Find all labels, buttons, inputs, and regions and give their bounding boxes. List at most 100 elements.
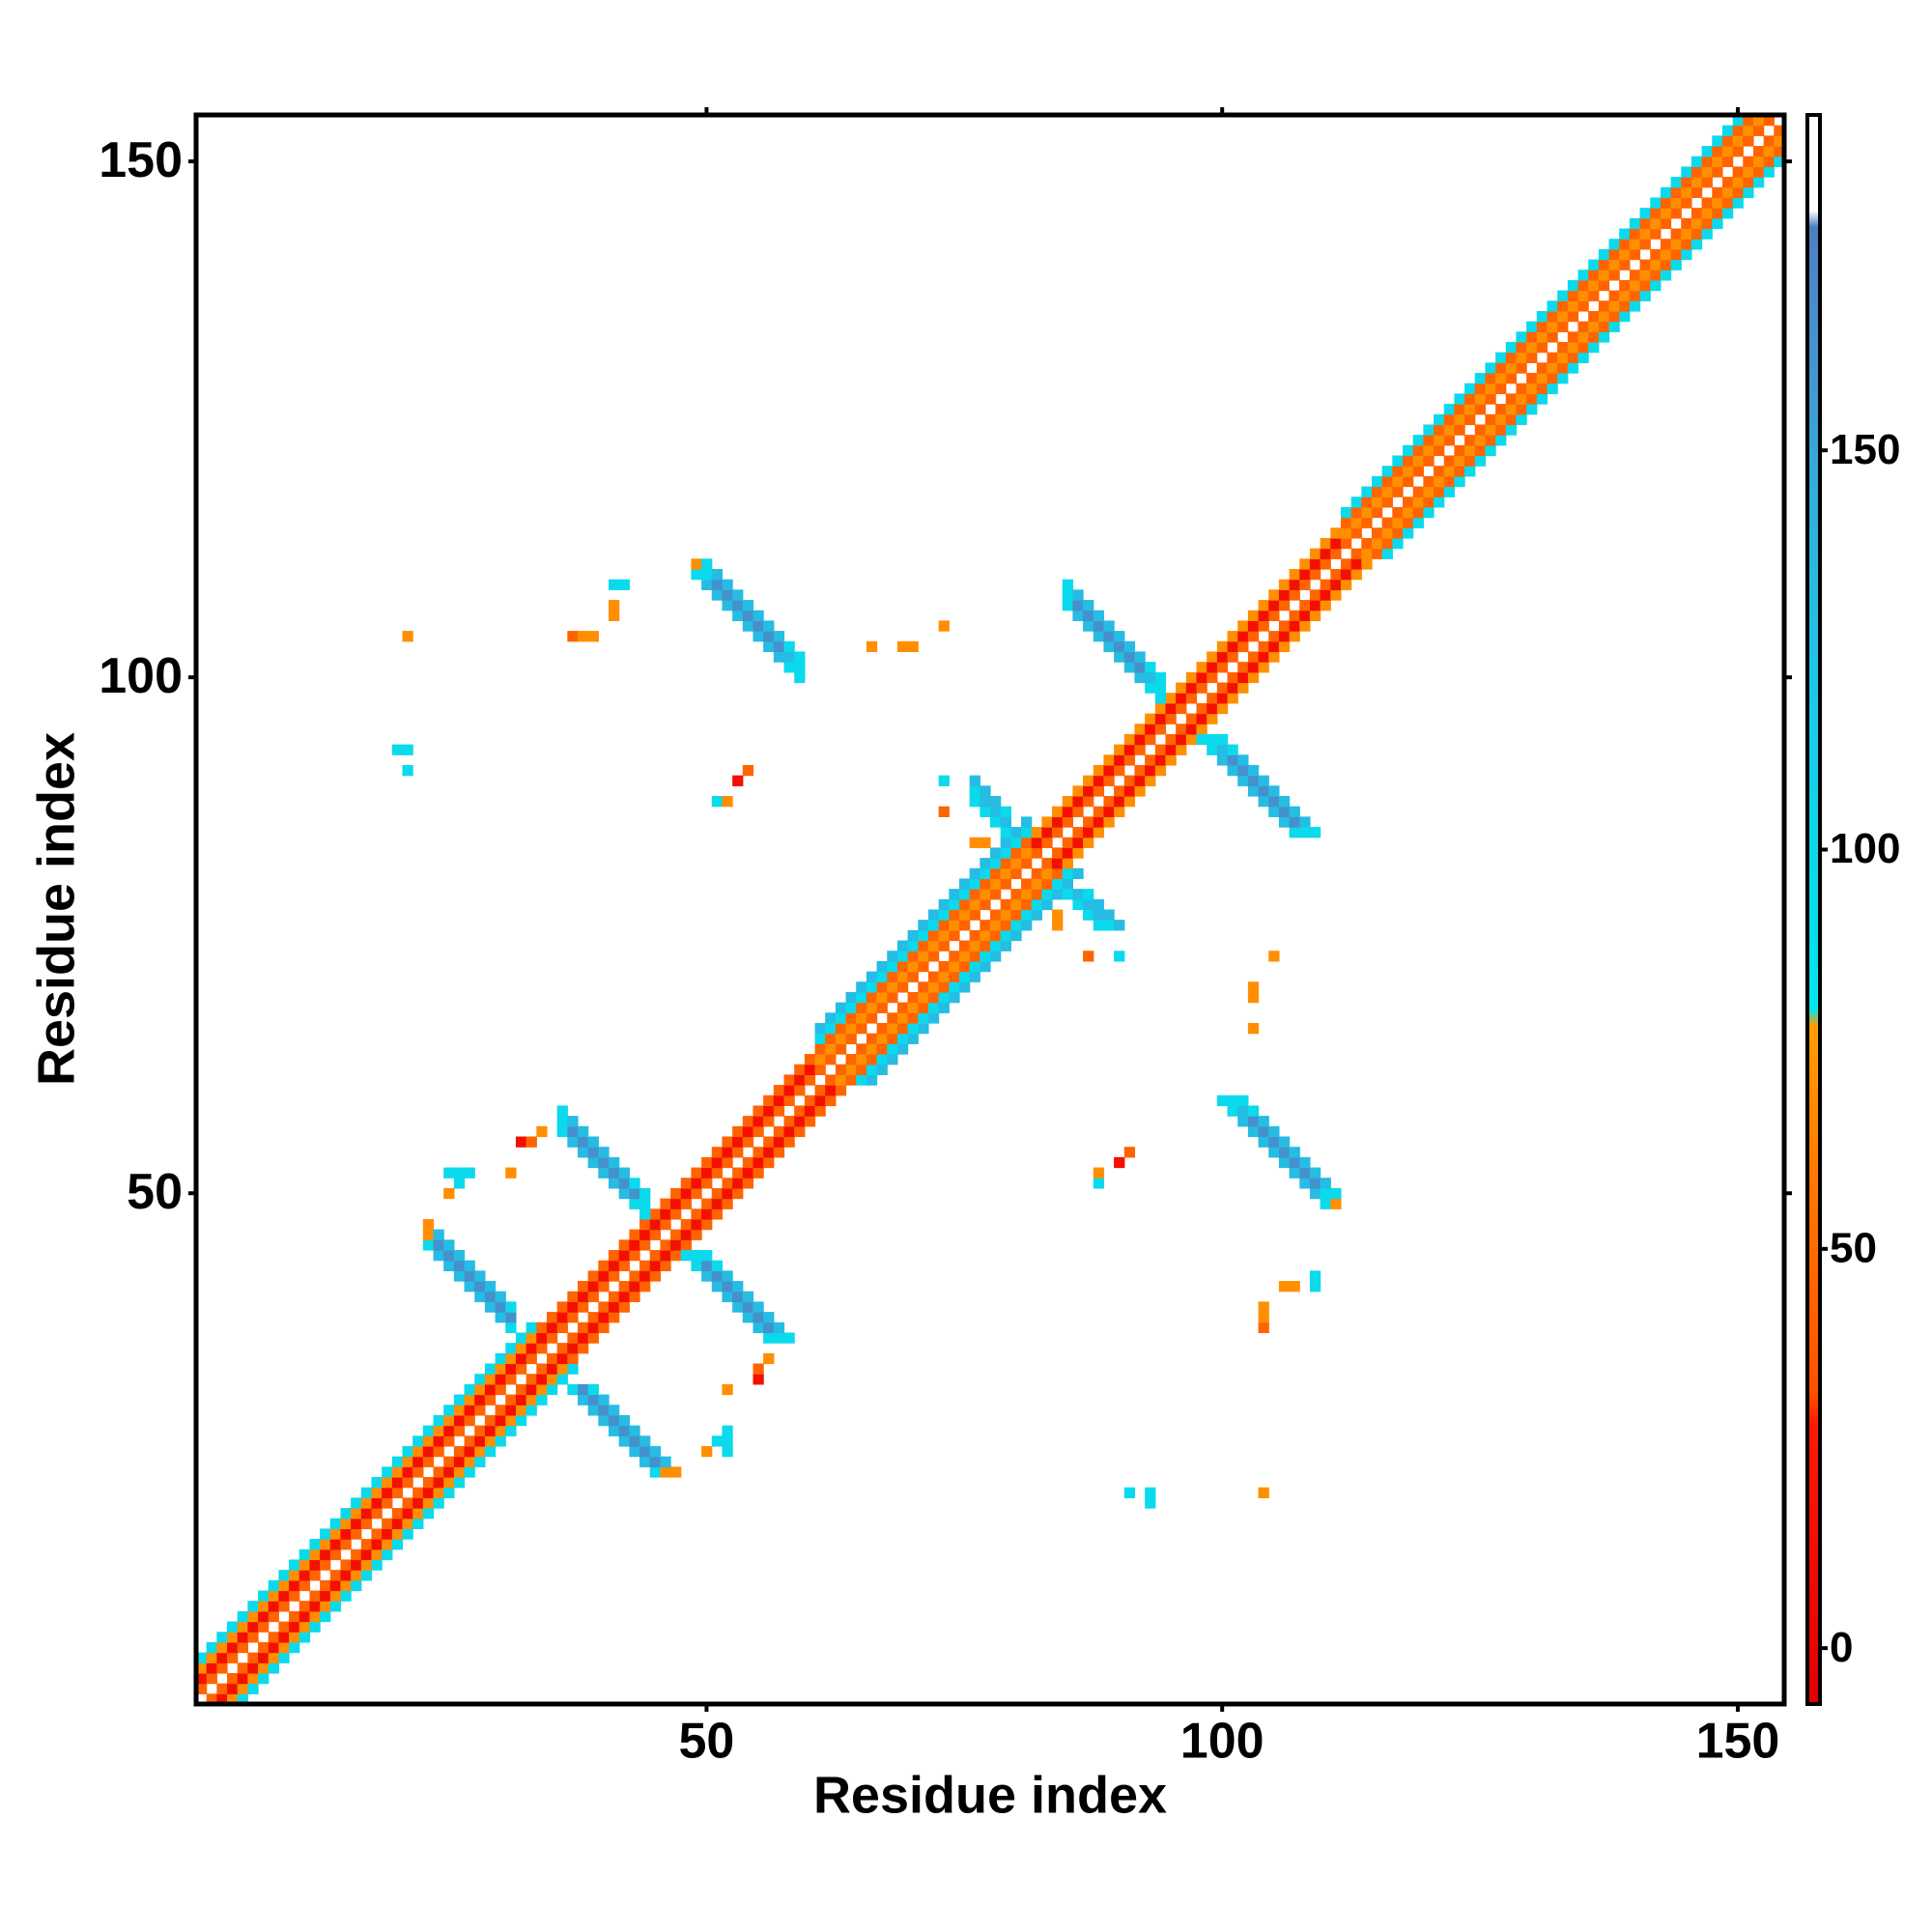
heatmap-cell xyxy=(1670,228,1682,240)
heatmap-cell xyxy=(1350,506,1362,519)
heatmap-cell xyxy=(866,1033,878,1044)
heatmap-cell xyxy=(609,1178,620,1189)
heatmap-cell xyxy=(1072,600,1084,611)
heatmap-cell xyxy=(670,1250,682,1262)
heatmap-cell xyxy=(526,1383,537,1396)
heatmap-cell xyxy=(701,1250,713,1262)
heatmap-cell xyxy=(949,920,960,931)
heatmap-cell xyxy=(278,1621,290,1633)
heatmap-cell xyxy=(814,1105,826,1117)
heatmap-cell xyxy=(896,1033,909,1044)
heatmap-cell xyxy=(629,1435,640,1447)
heatmap-cell xyxy=(711,1281,724,1293)
heatmap-cell xyxy=(639,1281,651,1293)
heatmap-cell xyxy=(1629,228,1641,240)
heatmap-cell xyxy=(1021,878,1033,890)
heatmap-cell xyxy=(1062,858,1074,869)
heatmap-cell xyxy=(1660,239,1672,250)
heatmap-cell xyxy=(1309,558,1321,570)
heatmap-cell xyxy=(887,1033,898,1044)
heatmap-cell xyxy=(691,1260,702,1271)
heatmap-cell xyxy=(536,1332,548,1344)
heatmap-cell xyxy=(278,1641,290,1654)
heatmap-cell xyxy=(1247,631,1260,642)
heatmap-cell xyxy=(216,1641,228,1654)
heatmap-cell xyxy=(464,1383,475,1396)
heatmap-cell xyxy=(1072,889,1084,900)
heatmap-cell xyxy=(1660,217,1672,230)
heatmap-cell xyxy=(1062,837,1074,849)
heatmap-cell xyxy=(660,1239,671,1251)
heatmap-cell xyxy=(1062,589,1074,601)
heatmap-cell xyxy=(1650,270,1662,281)
heatmap-cell xyxy=(958,878,971,890)
heatmap-cell xyxy=(938,971,950,982)
heatmap-cell xyxy=(711,1208,724,1220)
heatmap-cell xyxy=(1598,279,1610,292)
heatmap-cell xyxy=(216,1652,228,1663)
heatmap-cell xyxy=(649,1456,661,1467)
heatmap-cell xyxy=(587,1394,599,1406)
heatmap-cell xyxy=(742,620,754,632)
colorbar-tick-label: 0 xyxy=(1830,1624,1853,1671)
heatmap-cell xyxy=(649,1260,661,1271)
heatmap-cell xyxy=(629,1178,640,1189)
heatmap-cell xyxy=(1145,671,1156,684)
heatmap-cell xyxy=(309,1559,321,1571)
heatmap-cell xyxy=(1505,352,1518,363)
heatmap-cell xyxy=(1361,486,1373,497)
heatmap-cell xyxy=(474,1383,486,1396)
heatmap-cell xyxy=(1743,115,1754,127)
heatmap-cell xyxy=(1134,733,1146,746)
heatmap-cell xyxy=(1670,186,1682,199)
heatmap-cell xyxy=(1000,847,1011,859)
heatmap-cell xyxy=(505,1352,517,1365)
heatmap-cell xyxy=(1123,1147,1136,1158)
heatmap-cell xyxy=(1278,589,1291,601)
heatmap-cell xyxy=(1134,662,1146,673)
heatmap-cell xyxy=(835,1074,847,1086)
heatmap-cell xyxy=(1340,517,1352,528)
heatmap-cell xyxy=(887,1023,898,1035)
heatmap-cell xyxy=(1392,475,1404,488)
heatmap-cell xyxy=(722,1198,733,1209)
heatmap-cell xyxy=(453,1445,466,1458)
heatmap-cell xyxy=(412,1487,424,1498)
heatmap-cell xyxy=(412,1466,424,1478)
heatmap-cell xyxy=(609,1250,620,1262)
heatmap-cell xyxy=(722,1156,733,1169)
heatmap-cell xyxy=(1732,197,1744,209)
heatmap-cell xyxy=(1176,724,1187,735)
heatmap-cell xyxy=(258,1610,270,1623)
heatmap-cell xyxy=(360,1487,373,1498)
heatmap-cell xyxy=(1072,610,1084,622)
heatmap-cell xyxy=(1660,186,1672,199)
heatmap-cell xyxy=(896,1043,909,1055)
heatmap-cell xyxy=(1154,724,1167,735)
heatmap-cell xyxy=(670,1229,682,1240)
heatmap-cell xyxy=(443,1425,455,1436)
heatmap-cell xyxy=(1516,362,1527,374)
heatmap-cell xyxy=(577,1125,589,1138)
heatmap-cell xyxy=(1712,156,1723,168)
heatmap-cell xyxy=(1516,352,1527,363)
heatmap-cell xyxy=(1567,279,1579,292)
heatmap-cell xyxy=(1547,321,1558,332)
x-axis-title: Residue index xyxy=(813,1766,1167,1824)
heatmap-cell xyxy=(958,960,971,973)
heatmap-cell xyxy=(1031,847,1042,859)
heatmap-cell xyxy=(484,1414,497,1427)
heatmap-cell xyxy=(691,1229,702,1240)
heatmap-cell xyxy=(980,898,991,911)
heatmap-cell xyxy=(247,1621,259,1633)
heatmap-cell xyxy=(505,1167,517,1179)
heatmap-cell xyxy=(1052,920,1064,931)
heatmap-cell xyxy=(309,1570,321,1581)
heatmap-cell xyxy=(907,1033,919,1044)
heatmap-cell xyxy=(1134,651,1146,663)
heatmap-cell xyxy=(1083,775,1094,786)
heatmap-cell xyxy=(1505,424,1518,436)
heatmap-cell xyxy=(1392,455,1404,467)
heatmap-cell xyxy=(618,1178,630,1189)
heatmap-cell xyxy=(732,1281,744,1293)
